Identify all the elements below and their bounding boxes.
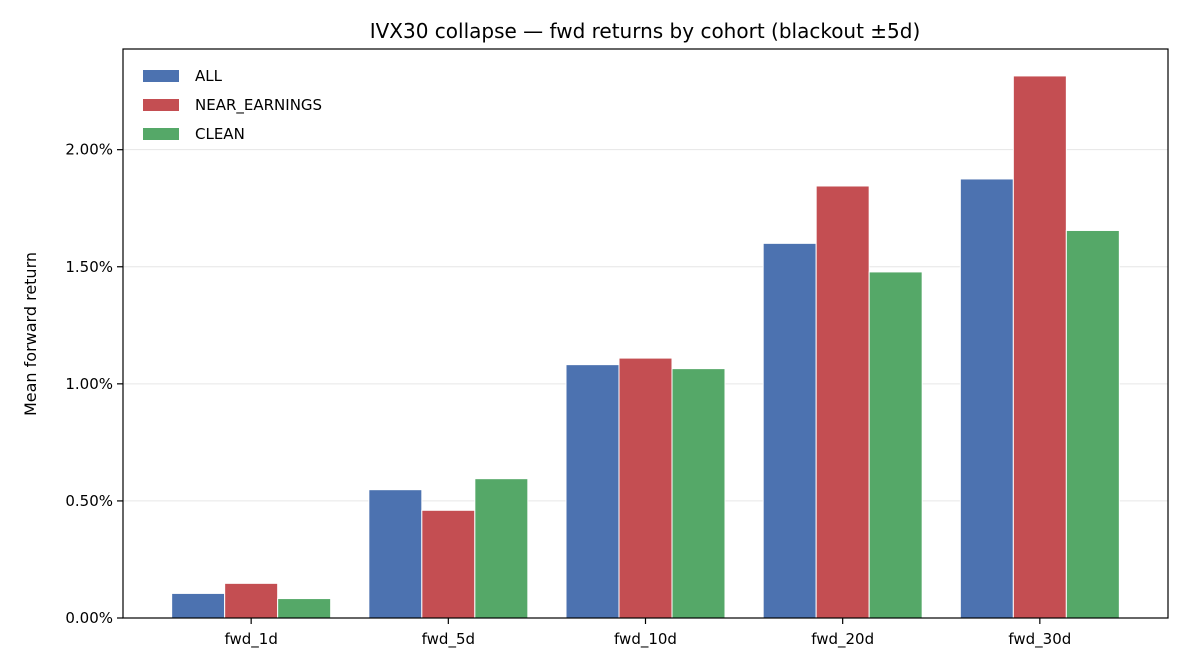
legend-swatch-all [143,70,179,82]
x-tick-label: fwd_30d [1008,630,1071,649]
bar-clean-fwd-10d [671,368,726,619]
y-axis-label: Mean forward return [21,252,40,416]
x-tick-label: fwd_10d [614,630,677,649]
bar-all-fwd-1d [171,592,226,619]
y-tick-label: 0.00% [65,609,113,627]
bar-clean-fwd-20d [868,271,923,619]
y-axis: 0.00% 0.50% 1.00% 1.50% 2.00% [65,141,123,627]
bar-near-earnings-fwd-10d [618,357,673,619]
legend-label-clean: CLEAN [195,125,245,143]
legend: ALL NEAR_EARNINGS CLEAN [143,67,322,143]
bar-all-fwd-30d [959,178,1014,619]
bar-all-fwd-20d [762,242,817,619]
legend-label-all: ALL [195,67,223,85]
bar-near-earnings-fwd-5d [421,509,476,619]
legend-swatch-clean [143,128,179,140]
bar-clean-fwd-5d [474,478,529,619]
chart-title: IVX30 collapse — fwd returns by cohort (… [370,19,921,43]
y-tick-label: 0.50% [65,492,113,510]
bar-all-fwd-5d [368,489,423,619]
x-tick-label: fwd_20d [811,630,874,649]
x-tick-label: fwd_1d [224,630,277,649]
x-axis: fwd_1d fwd_5d fwd_10d fwd_20d fwd_30d [224,618,1071,649]
bar-clean-fwd-30d [1065,229,1120,619]
legend-label-near-earnings: NEAR_EARNINGS [195,96,322,115]
y-tick-label: 2.00% [65,141,113,159]
y-tick-label: 1.00% [65,375,113,393]
bar-near-earnings-fwd-1d [224,582,279,619]
y-tick-label: 1.50% [65,258,113,276]
x-tick-label: fwd_5d [422,630,475,649]
bar-clean-fwd-1d [277,598,332,619]
bar-near-earnings-fwd-20d [815,185,870,619]
bar-near-earnings-fwd-30d [1012,75,1067,619]
legend-swatch-near-earnings [143,99,179,111]
bar-all-fwd-10d [565,364,620,619]
bars [171,75,1120,619]
